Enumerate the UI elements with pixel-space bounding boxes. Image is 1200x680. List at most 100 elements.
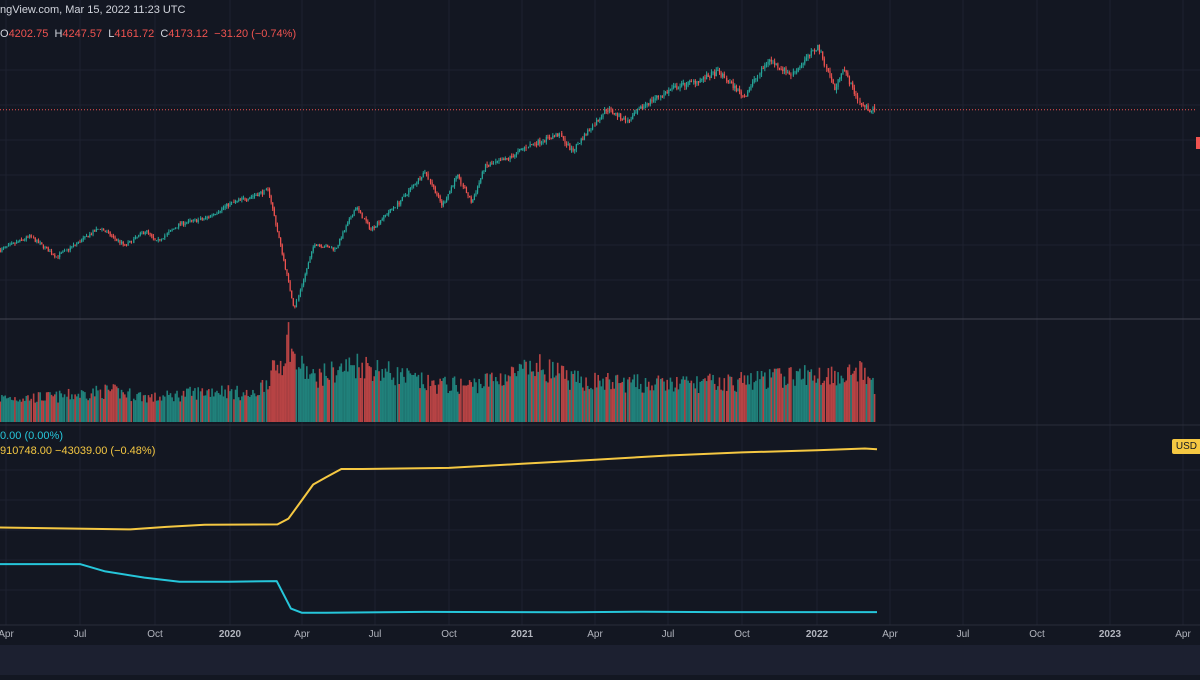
candle-down <box>512 156 514 158</box>
candle-up <box>162 238 164 240</box>
candle-up <box>514 154 516 158</box>
candle-down <box>507 158 510 160</box>
volume-bar <box>104 384 107 422</box>
candle-down <box>116 238 118 241</box>
volume-bar <box>77 393 80 422</box>
volume-bar <box>545 381 548 422</box>
candle-up <box>421 177 423 180</box>
candle-up <box>555 133 557 136</box>
candle-down <box>151 234 153 237</box>
volume-bar <box>174 393 177 422</box>
candle-up <box>133 239 135 243</box>
candle-up <box>15 241 18 244</box>
volume-bar <box>873 394 876 422</box>
volume-bar <box>225 398 228 422</box>
candle-up <box>669 89 672 91</box>
volume-bar <box>573 370 576 422</box>
volume-bar <box>588 389 591 422</box>
candle-up <box>211 215 213 217</box>
volume-bar <box>510 366 513 422</box>
candle-down <box>179 223 181 225</box>
candle-up <box>404 195 407 197</box>
volume-bar <box>666 379 668 422</box>
candle-down <box>641 106 643 109</box>
volume-bar <box>552 361 554 422</box>
volume-bar <box>176 390 178 422</box>
volume-bar <box>361 362 363 422</box>
volume-bar <box>529 360 531 422</box>
candle-up <box>802 63 804 65</box>
volume-bar <box>664 390 667 422</box>
volume-bar <box>162 395 164 422</box>
volume-bar <box>366 363 369 422</box>
candle-down <box>122 241 124 245</box>
volume-bar <box>97 390 99 422</box>
candle-up <box>200 218 202 220</box>
volume-bar <box>832 383 835 422</box>
volume-bar <box>830 366 833 422</box>
volume-bar <box>751 389 754 422</box>
candle-down <box>845 70 847 73</box>
volume-bar <box>267 389 269 422</box>
candle-down <box>280 237 282 245</box>
volume-bar <box>717 386 719 422</box>
volume-bar <box>556 362 559 422</box>
volume-bar <box>398 384 400 422</box>
candle-up <box>219 211 221 213</box>
volume-bar <box>12 400 15 422</box>
candle-down <box>829 70 831 77</box>
candle-up <box>375 226 377 228</box>
volume-bar <box>627 379 629 422</box>
candle-down <box>227 203 229 207</box>
volume-bar <box>702 379 705 422</box>
volume-bar <box>212 396 215 422</box>
indicator-legend-yellow[interactable]: 910748.00 −43039.00 (−0.48%) <box>0 445 156 457</box>
volume-bar <box>534 376 536 422</box>
volume-bar <box>682 376 685 422</box>
volume-bar <box>455 385 457 422</box>
volume-bar <box>641 392 644 422</box>
candle-up <box>545 136 547 142</box>
volume-bar <box>823 380 826 422</box>
volume-bar <box>322 385 324 422</box>
volume-bar <box>192 390 195 422</box>
candle-up <box>139 233 141 236</box>
volume-bar <box>661 378 664 422</box>
volume-bar <box>850 374 852 422</box>
candle-down <box>437 195 440 197</box>
indicator-legend-cyan[interactable]: 0.00 (0.00%) <box>0 430 63 442</box>
volume-bar <box>631 379 634 422</box>
candle-up <box>643 105 645 109</box>
volume-bar <box>289 361 291 422</box>
candle-up <box>783 67 785 72</box>
candle-up <box>249 197 251 200</box>
candle-up <box>62 251 64 253</box>
volume-bar <box>250 394 253 422</box>
candle-up <box>755 78 757 80</box>
volume-bar <box>284 363 287 422</box>
volume-bar <box>502 385 505 422</box>
candle-down <box>315 245 318 247</box>
volume-bar <box>394 385 396 422</box>
volume-bar <box>710 380 713 422</box>
volume-bar <box>275 370 277 422</box>
volume-bar <box>82 391 85 422</box>
volume-bar <box>208 389 210 422</box>
indicator-line-cyan <box>0 563 877 614</box>
candle-up <box>63 249 66 252</box>
candle-up <box>192 219 194 221</box>
volume-bar <box>412 374 415 422</box>
volume-bar <box>326 378 329 422</box>
candle-down <box>182 221 185 225</box>
volume-bar <box>872 377 874 422</box>
candle-down <box>154 238 156 241</box>
candle-up <box>618 113 620 117</box>
volume-bar <box>750 373 752 422</box>
volume-bar <box>616 374 619 422</box>
volume-bar <box>378 371 380 422</box>
volume-bar <box>62 397 64 422</box>
volume-bar <box>258 395 261 422</box>
